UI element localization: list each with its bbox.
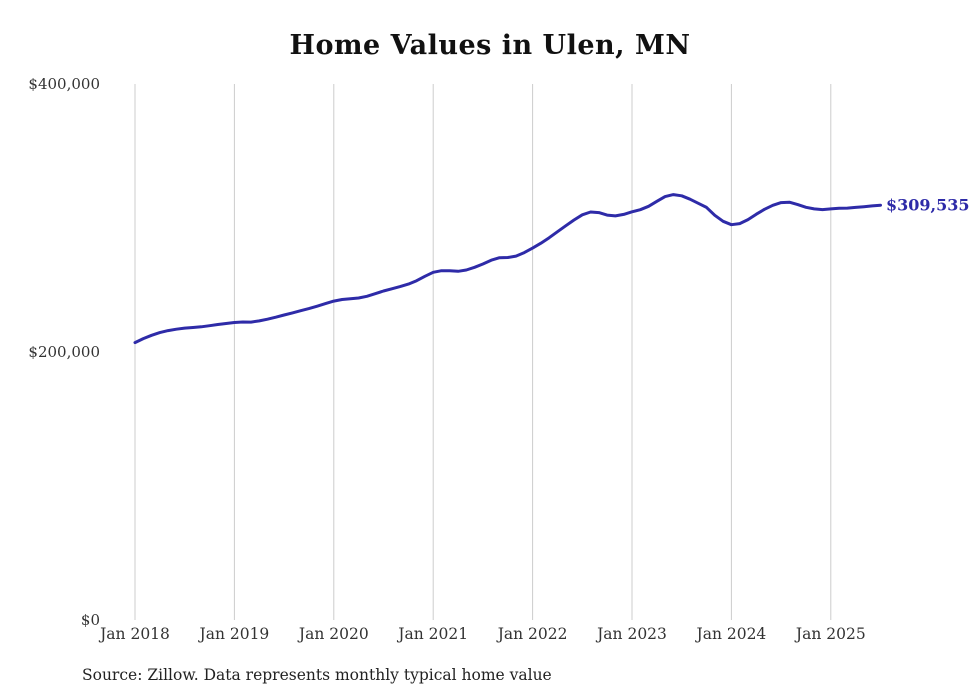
y-axis-tick-label: $0 xyxy=(80,611,100,629)
x-axis-tick-label: Jan 2018 xyxy=(100,625,170,643)
x-axis-tick-label: Jan 2022 xyxy=(497,625,568,643)
x-axis-tick-label: Jan 2024 xyxy=(696,625,767,643)
home-value-line xyxy=(133,193,882,345)
source-note: Source: Zillow. Data represents monthly … xyxy=(82,666,552,684)
x-axis-tick-label: Jan 2025 xyxy=(795,625,866,643)
gridlines xyxy=(134,84,832,620)
x-axis-tick-label: Jan 2023 xyxy=(597,625,667,643)
x-axis-tick-label: Jan 2020 xyxy=(298,625,369,643)
x-axis-tick-label: Jan 2021 xyxy=(398,625,469,643)
latest-value-label: $309,535 xyxy=(886,195,970,215)
y-axis-tick-label: $200,000 xyxy=(28,343,100,361)
x-axis-tick-label: Jan 2019 xyxy=(199,625,270,643)
chart-title: Home Values in Ulen, MN xyxy=(289,30,691,61)
y-axis-tick-label: $400,000 xyxy=(28,75,100,93)
